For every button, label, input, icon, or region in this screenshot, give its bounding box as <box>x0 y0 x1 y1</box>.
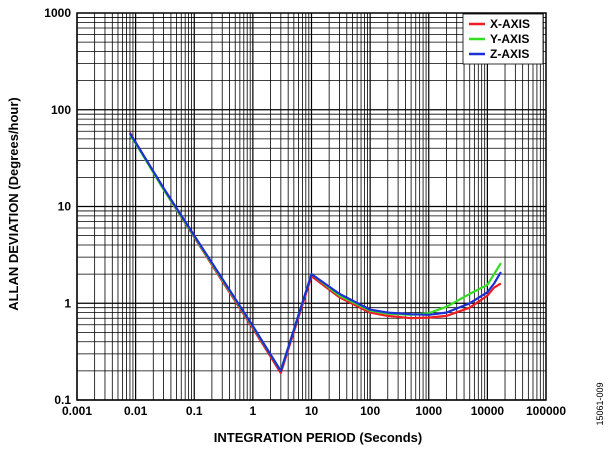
grid <box>76 13 546 401</box>
legend-label: X-AXIS <box>490 17 530 31</box>
y-tick-label: 0.1 <box>54 393 71 407</box>
x-tick-label: 100 <box>360 404 380 418</box>
y-tick-labels: 0.1 1 10 100 1000 <box>44 6 71 407</box>
x-tick-label: 1 <box>250 404 257 418</box>
x-tick-label: 10 <box>305 404 319 418</box>
x-tick-label: 0.001 <box>62 404 92 418</box>
x-tick-label: 0.01 <box>124 404 148 418</box>
y-tick-label: 1 <box>64 296 71 310</box>
x-tick-labels: 0.001 0.01 0.1 1 10 100 1000 10000 100000 <box>62 404 566 418</box>
x-tick-label: 100000 <box>526 404 566 418</box>
y-axis-label: ALLAN DEVIATION (Degrees/hour) <box>6 97 21 311</box>
x-tick-label: 1000 <box>415 404 442 418</box>
x-axis-label: INTEGRATION PERIOD (Seconds) <box>214 430 423 445</box>
series-line-z-axis <box>128 132 502 372</box>
y-tick-label: 10 <box>58 200 72 214</box>
plot-frame <box>76 12 547 401</box>
series-lines <box>128 132 502 375</box>
legend-label: Y-AXIS <box>490 32 529 46</box>
y-tick-label: 100 <box>51 103 71 117</box>
legend-label: Z-AXIS <box>490 47 529 61</box>
x-tick-label: 10000 <box>471 404 505 418</box>
y-tick-label: 1000 <box>44 6 71 20</box>
figure-id-label: 15061-009 <box>595 382 605 425</box>
x-tick-label: 0.1 <box>186 404 203 418</box>
